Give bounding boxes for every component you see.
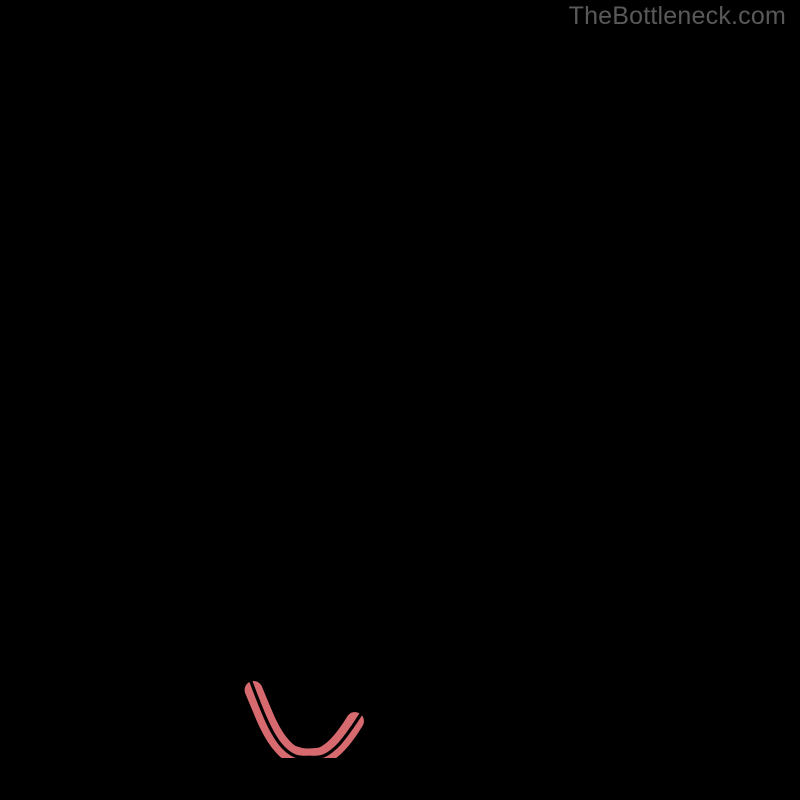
curve-layer — [40, 34, 764, 758]
chart-stage: TheBottleneck.com — [0, 0, 800, 800]
bottleneck-curve — [76, 34, 764, 757]
plot-area — [40, 34, 764, 758]
watermark-text: TheBottleneck.com — [569, 2, 786, 31]
